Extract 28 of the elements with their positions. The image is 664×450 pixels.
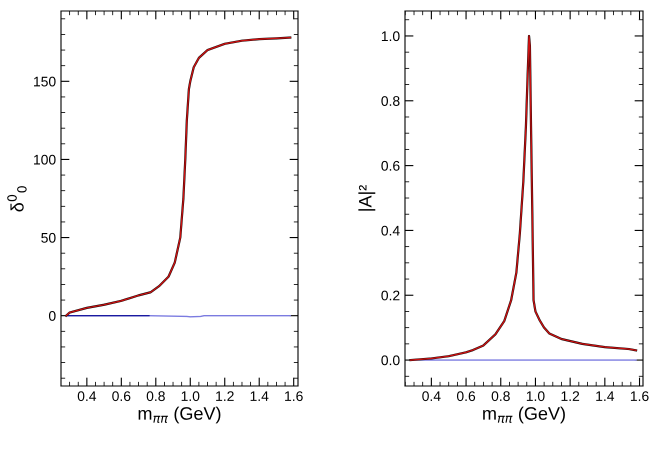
y-tick-label: 100 (34, 154, 56, 165)
x-axis-title: m$_{ππ}$ (GeV) (483, 406, 565, 424)
x-tick-label: 0.8 (146, 391, 165, 402)
x-tick-label: 1.6 (630, 391, 649, 402)
y-tick-label: 0.0 (381, 355, 400, 366)
y-tick-label: 150 (34, 76, 56, 86)
y-tick-label: 1.0 (382, 31, 400, 42)
x-tick-label: 1.2 (216, 391, 234, 401)
y-axis-title: |A|² (358, 185, 376, 211)
x-tick-label: 0.6 (112, 391, 130, 402)
x-tick-label: 1.0 (526, 391, 545, 402)
x-tick-label: 0.6 (456, 391, 476, 402)
y-tick-label: 0.4 (381, 226, 400, 236)
x-tick-label: 0.8 (492, 391, 510, 402)
x-tick-label: 1.4 (250, 391, 268, 401)
x-axis-title: m$_{ππ}$ (GeV) (138, 406, 220, 424)
y-tick-label: 0.6 (381, 160, 400, 171)
y-axis-title: δ$^{0}$$_{0}$ (7, 186, 27, 212)
x-tick-label: 0.4 (422, 391, 441, 402)
y-tick-label: 0 (48, 311, 56, 321)
y-tick-label: 50 (41, 232, 56, 243)
y-tick-label: 0.8 (381, 96, 400, 106)
x-tick-label: 1.2 (562, 391, 580, 401)
x-tick-label: 1.6 (285, 391, 303, 402)
x-tick-label: 1.4 (596, 391, 614, 401)
y-tick-label: 0.2 (381, 290, 400, 300)
x-tick-label: 0.4 (78, 391, 96, 402)
x-tick-label: 1.0 (182, 391, 200, 402)
